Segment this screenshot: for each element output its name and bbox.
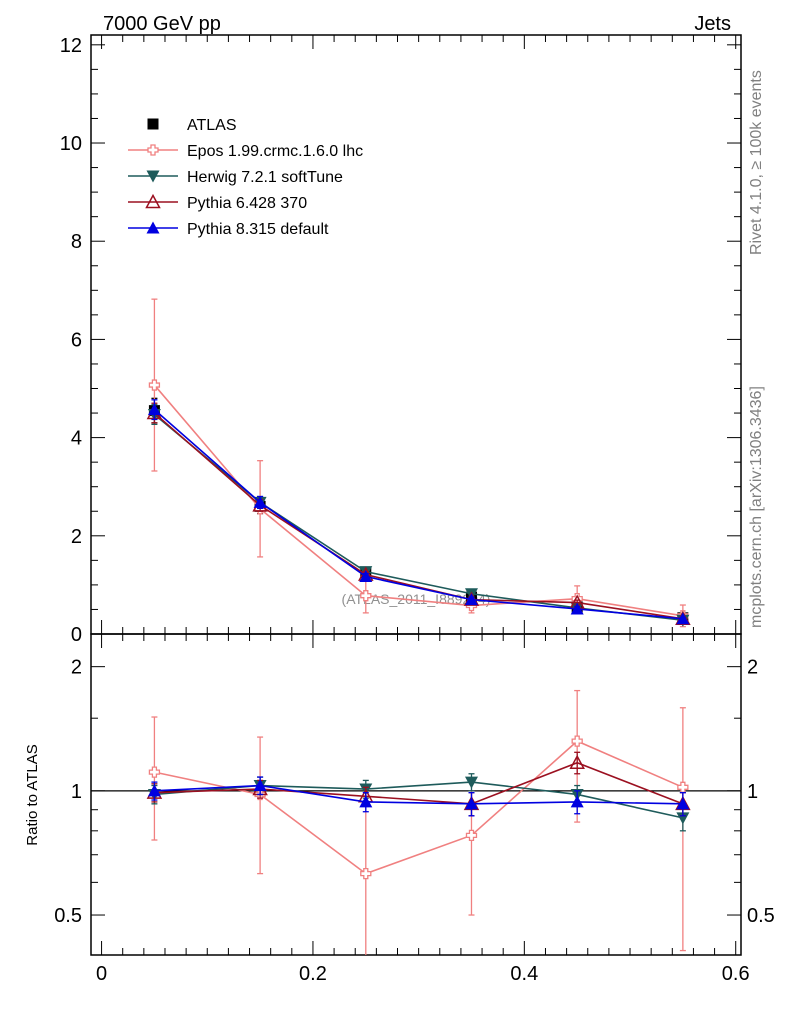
mcplots-label: mcplots.cern.ch [arXiv:1306.3436] <box>748 386 765 628</box>
legend-label: Pythia 8.315 default <box>187 221 329 238</box>
data-point <box>570 602 584 615</box>
data-point <box>147 784 161 797</box>
ratio-y-tick-label-left: 2 <box>71 657 82 679</box>
x-tick-label: 0 <box>96 963 107 985</box>
data-point <box>676 812 690 825</box>
main-series-epos <box>148 298 689 628</box>
data-point <box>465 829 478 842</box>
y-tick-label: 12 <box>60 35 82 57</box>
legend-label: Epos 1.99.crmc.1.6.0 lhc <box>187 143 363 160</box>
data-point <box>148 766 161 778</box>
data-point <box>464 797 478 810</box>
y-tick-label: 2 <box>71 526 82 548</box>
series-line <box>153 409 683 620</box>
data-point <box>569 754 585 769</box>
legend-item-pythia6: Pythia 6.428 370 <box>128 193 307 212</box>
y-tick-label: 0 <box>71 624 82 646</box>
legend-marker <box>146 170 160 183</box>
legend-marker <box>147 118 159 130</box>
data-point <box>464 593 478 606</box>
data-point <box>571 735 583 747</box>
ratio-frame <box>90 633 742 956</box>
data-point <box>676 797 690 810</box>
data-point <box>253 495 267 508</box>
x-tick-label: 0.2 <box>299 963 327 985</box>
ratio-y-tick-label-right: 2 <box>747 657 758 679</box>
data-point <box>360 590 372 602</box>
main-series-group <box>146 298 691 628</box>
ratio-y-tick-label-right: 0.5 <box>747 905 775 927</box>
data-point <box>570 795 584 808</box>
legend-marker <box>145 193 161 209</box>
data-point <box>464 776 478 789</box>
x-tick-label: 0.4 <box>510 963 538 985</box>
ratio-axis-label: Ratio to ATLAS <box>24 744 41 845</box>
legend-label: Pythia 6.428 370 <box>187 195 307 212</box>
data-point <box>359 570 373 583</box>
rivet-version-label: Rivet 4.1.0, ≥ 100k events <box>748 70 765 255</box>
ratio-plot: 0.5 0.5 1 1 2 2 0 0.2 0.4 0.6 <box>54 633 775 985</box>
series-line <box>154 740 684 875</box>
ratio-y-tick-label-right: 1 <box>747 781 758 803</box>
header-right: Jets <box>694 13 731 35</box>
y-tick-label: 8 <box>71 231 82 253</box>
data-point <box>147 403 161 416</box>
ratio-y-tick-label-left: 0.5 <box>54 905 82 927</box>
ratio-series-pythia6 <box>146 751 691 817</box>
main-series-pythia8 <box>147 399 690 625</box>
data-point <box>253 779 267 792</box>
x-tick-label: 0.6 <box>722 963 750 985</box>
legend-item-atlas: ATLAS <box>147 117 237 134</box>
data-point <box>359 795 373 808</box>
series-line <box>154 761 684 805</box>
series-line <box>154 784 683 805</box>
legend: ATLAS Epos 1.99.crmc.1.6.0 lhc Herwig 7.2.… <box>128 117 363 238</box>
ratio-series-pythia8 <box>147 776 690 817</box>
ratio-series-group <box>146 689 691 955</box>
y-tick-label: 4 <box>71 428 82 450</box>
data-point <box>676 612 690 625</box>
ratio-series-epos <box>148 689 689 955</box>
main-series-atlas <box>148 397 689 624</box>
series-line <box>153 384 683 617</box>
ratio-y-tick-label-left: 1 <box>71 781 82 803</box>
legend-marker <box>146 221 160 234</box>
series-line <box>153 412 683 620</box>
legend-label: Herwig 7.2.1 softTune <box>187 169 343 186</box>
legend-marker <box>147 144 159 156</box>
header-left: 7000 GeV pp <box>103 13 221 35</box>
legend-item-herwig: Herwig 7.2.1 softTune <box>128 169 343 186</box>
legend-item-epos: Epos 1.99.crmc.1.6.0 lhc <box>128 143 363 160</box>
series-line <box>153 413 683 622</box>
legend-label: ATLAS <box>187 117 237 134</box>
y-tick-label: 6 <box>71 329 82 351</box>
y-tick-label: 10 <box>60 133 82 155</box>
data-point <box>360 867 372 880</box>
main-plot: 0 2 4 6 8 10 12 <box>60 34 742 646</box>
legend-item-pythia8: Pythia 8.315 default <box>128 221 329 238</box>
data-point <box>148 379 161 391</box>
